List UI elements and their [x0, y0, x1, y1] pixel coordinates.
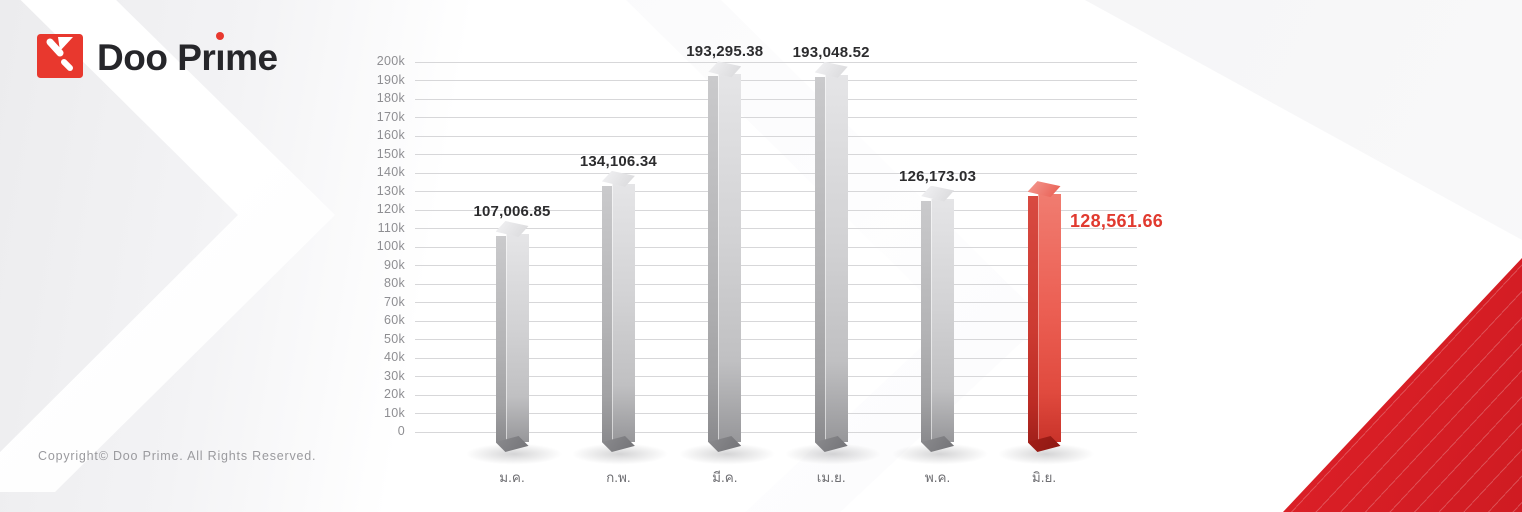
bar-facer: [931, 198, 955, 442]
y-axis-tick-label: 140k: [376, 165, 405, 179]
gridline: [415, 61, 1137, 63]
bar-value-label: 126,173.03: [899, 167, 977, 185]
bar: [601, 170, 635, 452]
gridline: [415, 172, 1137, 174]
bar-facer: [824, 74, 848, 442]
bar: [495, 221, 529, 452]
gridline: [415, 135, 1137, 137]
bar-facel: [601, 185, 612, 442]
bar-facel: [1027, 196, 1038, 442]
red-i-dot: [216, 31, 225, 40]
x-axis-label: พ.ค.: [924, 470, 951, 485]
bar-shadow: [464, 443, 564, 465]
y-axis-tick-label: 180k: [376, 91, 405, 105]
bar-facer: [1037, 194, 1061, 442]
y-axis-tick-label: 20k: [383, 387, 405, 401]
y-axis-tick-label: 200k: [376, 54, 405, 68]
gridline: [415, 117, 1137, 118]
bar: [814, 61, 848, 452]
wordmark-suffix: me: [225, 36, 278, 78]
y-axis-tick-label: 0: [397, 424, 405, 438]
bar-value-label: 134,106.34: [579, 152, 657, 170]
brand-logo: Doo Pr ı me: [37, 31, 278, 80]
brand-wordmark: Doo Pr ı me: [97, 31, 278, 78]
bar-facer: [611, 183, 635, 442]
y-axis-tick-label: 170k: [376, 109, 405, 124]
y-axis-tick-label: 50k: [383, 331, 405, 346]
y-axis-tick-label: 190k: [376, 72, 405, 87]
doo-prime-logo-icon: [37, 34, 83, 78]
bar-value-label: 193,048.52: [792, 43, 870, 61]
gridline: [415, 154, 1137, 155]
bar-cap: [495, 221, 529, 238]
y-axis-tick-label: 90k: [383, 257, 405, 272]
y-axis-tick-label: 30k: [383, 368, 405, 383]
y-axis-tick-label: 130k: [376, 183, 405, 198]
x-axis-label: ม.ค.: [499, 470, 525, 485]
copyright-text: Copyright© Doo Prime. All Rights Reserve…: [38, 449, 317, 463]
x-axis-label: มี.ค.: [712, 470, 738, 485]
y-axis-tick-label: 160k: [376, 128, 405, 142]
wordmark-prefix: Doo Pr: [97, 36, 216, 78]
bar-base: [495, 435, 529, 452]
bar-facel: [921, 200, 932, 442]
x-axis-label: ก.พ.: [606, 470, 631, 485]
y-axis-tick-label: 100k: [376, 239, 405, 253]
wordmark-i: ı: [215, 31, 226, 76]
y-axis-tick-label: 120k: [376, 202, 405, 216]
bar-facel: [495, 236, 506, 442]
bar-facel: [814, 76, 825, 442]
bar-facer: [718, 74, 742, 442]
gridline: [415, 80, 1137, 81]
bar-facer: [505, 234, 529, 442]
y-axis-tick-label: 80k: [383, 276, 405, 290]
bar-facel: [708, 76, 719, 442]
gridline: [415, 98, 1137, 100]
y-axis-tick-label: 110k: [377, 220, 405, 235]
x-axis-label: มิ.ย.: [1031, 470, 1057, 485]
y-axis-tick-label: 60k: [383, 313, 405, 327]
x-axis-label: เม.ย.: [816, 470, 846, 485]
bar: [921, 185, 955, 452]
y-axis-tick-label: 10k: [383, 405, 405, 420]
y-axis-tick-label: 70k: [383, 294, 405, 309]
y-axis-tick-label: 150k: [376, 146, 405, 161]
y-axis-tick-label: 40k: [383, 350, 405, 364]
bar: [708, 61, 742, 452]
bar-highlighted: [1027, 181, 1061, 452]
bar-value-label-highlighted: 128,561.66: [1070, 211, 1164, 232]
bar-value-label: 107,006.85: [473, 203, 551, 221]
